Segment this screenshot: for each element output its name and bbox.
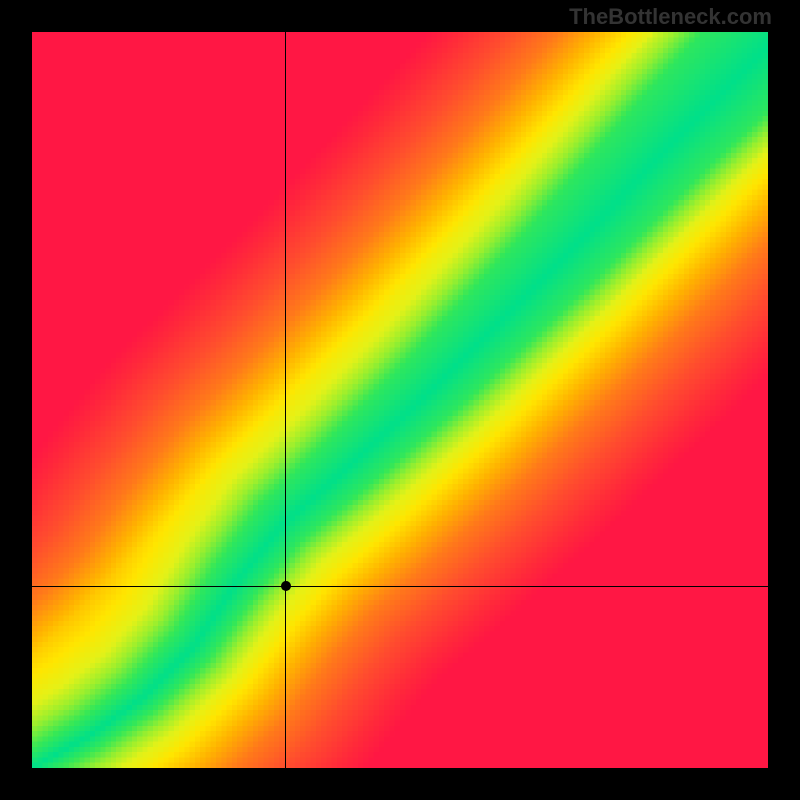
heatmap-canvas xyxy=(32,32,768,768)
chart-container: TheBottleneck.com xyxy=(0,0,800,800)
crosshair-vertical xyxy=(285,32,286,768)
crosshair-horizontal xyxy=(32,586,768,587)
crosshair-marker xyxy=(280,580,292,592)
watermark-text: TheBottleneck.com xyxy=(569,4,772,30)
